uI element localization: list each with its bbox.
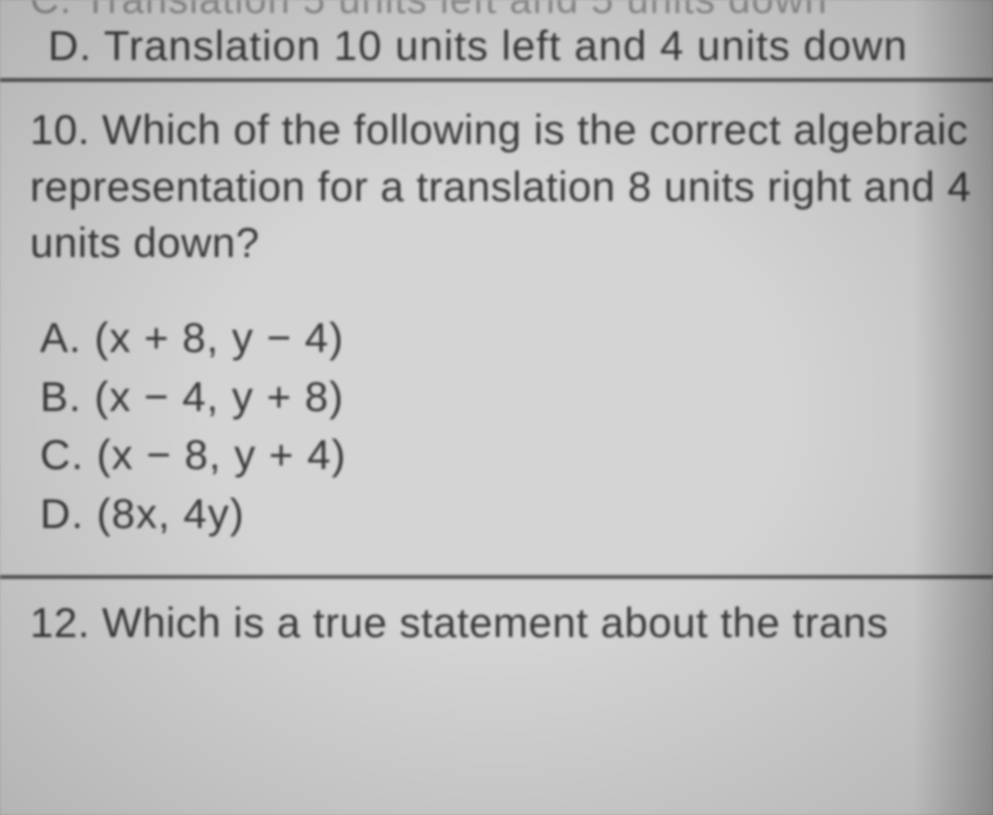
previous-question-row: C. Translation 5 units left and 5 units …: [0, 0, 993, 82]
question-12-block: 12. Which is a true statement about the …: [0, 579, 993, 677]
question-12-text: 12. Which is a true statement about the …: [30, 599, 973, 647]
option-d: D. (8x, 4y): [40, 486, 973, 543]
question-10-block: 10. Which of the following is the correc…: [0, 82, 993, 579]
worksheet-page: C. Translation 5 units left and 5 units …: [0, 0, 993, 815]
question-10-text: 10. Which of the following is the correc…: [30, 102, 973, 272]
option-b: B. (x − 4, y + 8): [40, 369, 973, 426]
option-a: A. (x + 8, y − 4): [40, 310, 973, 367]
question-10-options: A. (x + 8, y − 4) B. (x − 4, y + 8) C. (…: [30, 310, 973, 543]
option-d-previous: D. Translation 10 units left and 4 units…: [30, 22, 973, 70]
option-c-partial: C. Translation 5 units left and 5 units …: [30, 0, 973, 18]
option-c: C. (x − 8, y + 4): [40, 427, 973, 484]
